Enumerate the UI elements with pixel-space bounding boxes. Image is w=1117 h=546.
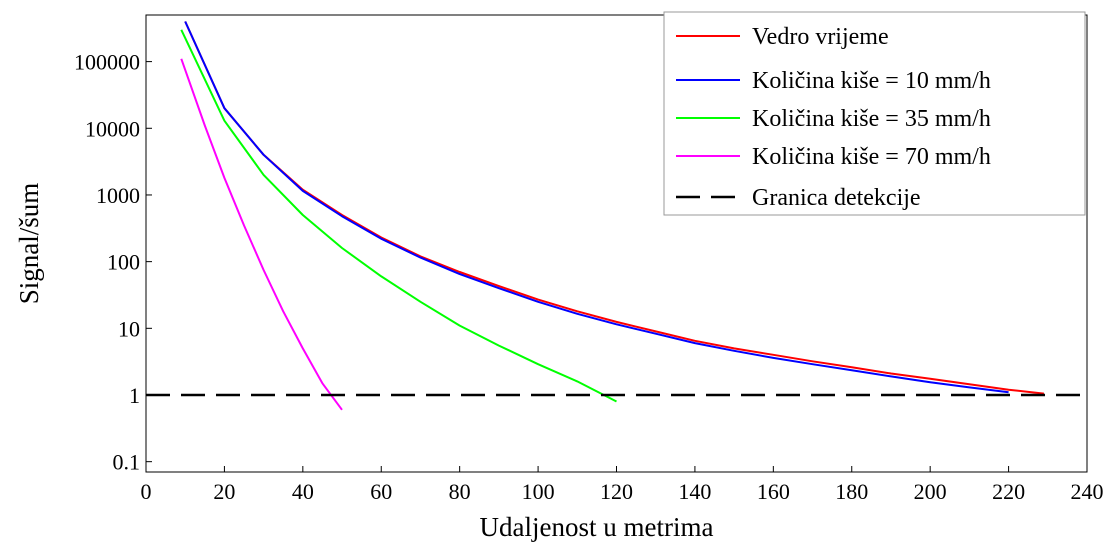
x-tick-label: 120 [600,479,633,504]
y-tick-label: 1000 [96,183,140,208]
legend-label-4: Količina kiše = 70 mm/h [752,144,991,170]
x-tick-label: 140 [678,479,711,504]
legend-box [663,11,1086,216]
axis-layer: 0 20 40 60 80 100 120 140 160 180 200 220 240 0.1 1 10 1… [74,50,1104,504]
y-tick-label: 10 [118,316,140,341]
series-line-3 [180,29,617,403]
series-line-2 [184,21,1009,394]
x-tick-label: 80 [449,479,471,504]
series-layer [146,21,1087,411]
legend-label-3: Količina kiše = 35 mm/h [752,106,991,132]
y-axis-title: Signal/šum [14,183,44,305]
x-tick-label: 220 [992,479,1025,504]
x-tick-label: 20 [213,479,235,504]
y-tick-label: 10000 [85,116,140,141]
x-tick-label: 100 [522,479,555,504]
x-tick-label: 240 [1071,479,1104,504]
x-tick-label: 0 [141,479,152,504]
legend: Vedro vrijeme Količina kiše = 10 mm/h Koli… [663,11,1086,216]
y-tick-label: 100 [107,250,140,275]
legend-label-1: Vedro vrijeme [752,24,889,50]
series-line-1 [184,21,1045,395]
x-axis-title: Udaljenost u metrima [480,512,714,542]
x-tick-label: 60 [370,479,392,504]
y-tick-label: 1 [129,383,140,408]
x-tick-label: 200 [914,479,947,504]
x-tick-label: 40 [292,479,314,504]
legend-label-5: Granica detekcije [752,185,921,211]
legend-label-2: Količina kiše = 10 mm/h [752,68,991,94]
y-tick-label: 0.1 [113,450,141,475]
y-tick-label: 100000 [74,50,140,75]
series-line-4 [180,58,343,411]
x-tick-label: 160 [757,479,790,504]
x-tick-label: 180 [835,479,868,504]
